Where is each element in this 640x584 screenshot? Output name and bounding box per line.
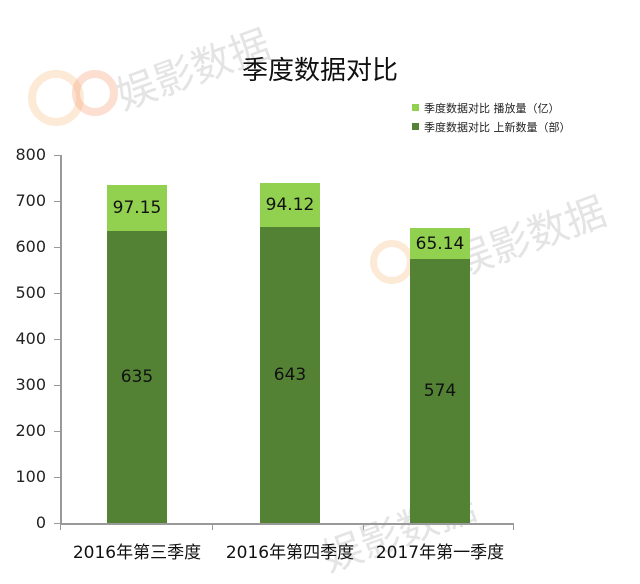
y-tick [54,385,61,386]
x-axis [60,523,514,525]
x-tick [513,523,514,530]
y-tick-label: 500 [15,283,46,302]
bar-segment-plays: 94.12 [260,183,320,227]
y-tick-label: 300 [15,375,46,394]
x-tick-label: 2016年第三季度 [72,543,202,563]
y-tick-label: 600 [15,237,46,256]
legend-swatch-new-titles [412,123,419,130]
y-tick [54,523,61,524]
bar-segment-plays: 65.14 [410,228,470,259]
legend-item-new-titles: 季度数据对比 上新数量（部） [412,117,571,136]
x-tick [60,523,61,530]
chart-legend: 季度数据对比 播放量（亿） 季度数据对比 上新数量（部） [412,98,571,136]
bar-segment-plays: 97.15 [107,185,167,231]
y-axis [60,155,62,524]
bar-2017-q1: 65.14 574 [410,228,470,523]
data-label: 94.12 [265,195,315,215]
y-tick [54,247,61,248]
x-tick [363,523,364,530]
legend-label: 季度数据对比 播放量（亿） [424,101,560,115]
y-tick-label: 100 [15,467,46,486]
bar-2016-q4: 94.12 643 [260,183,320,523]
data-label: 635 [120,367,154,387]
legend-item-plays: 季度数据对比 播放量（亿） [412,98,571,117]
bar-segment-new-titles: 643 [260,227,320,523]
y-tick [54,293,61,294]
legend-swatch-plays [412,104,419,111]
x-tick-label: 2016年第四季度 [225,543,355,563]
bar-segment-new-titles: 635 [107,231,167,523]
y-tick [54,201,61,202]
data-label: 574 [423,381,457,401]
watermark-logo-icon [370,240,414,284]
y-tick-label: 200 [15,421,46,440]
y-tick [54,431,61,432]
legend-label: 季度数据对比 上新数量（部） [424,120,571,134]
data-label: 97.15 [112,198,162,218]
y-tick-label: 0 [35,513,46,532]
y-tick-label: 400 [15,329,46,348]
x-tick-label: 2017年第一季度 [375,543,505,563]
watermark-logo-icon [72,70,118,116]
data-label: 643 [273,365,307,385]
chart-title: 季度数据对比 [241,56,398,86]
data-label: 65.14 [415,233,465,254]
y-tick-label: 800 [15,145,46,164]
bar-2016-q3: 97.15 635 [107,185,167,523]
y-tick [54,339,61,340]
y-tick [54,477,61,478]
y-tick [54,155,61,156]
bar-segment-new-titles: 574 [410,259,470,523]
y-tick-label: 700 [15,191,46,210]
x-tick [212,523,213,530]
